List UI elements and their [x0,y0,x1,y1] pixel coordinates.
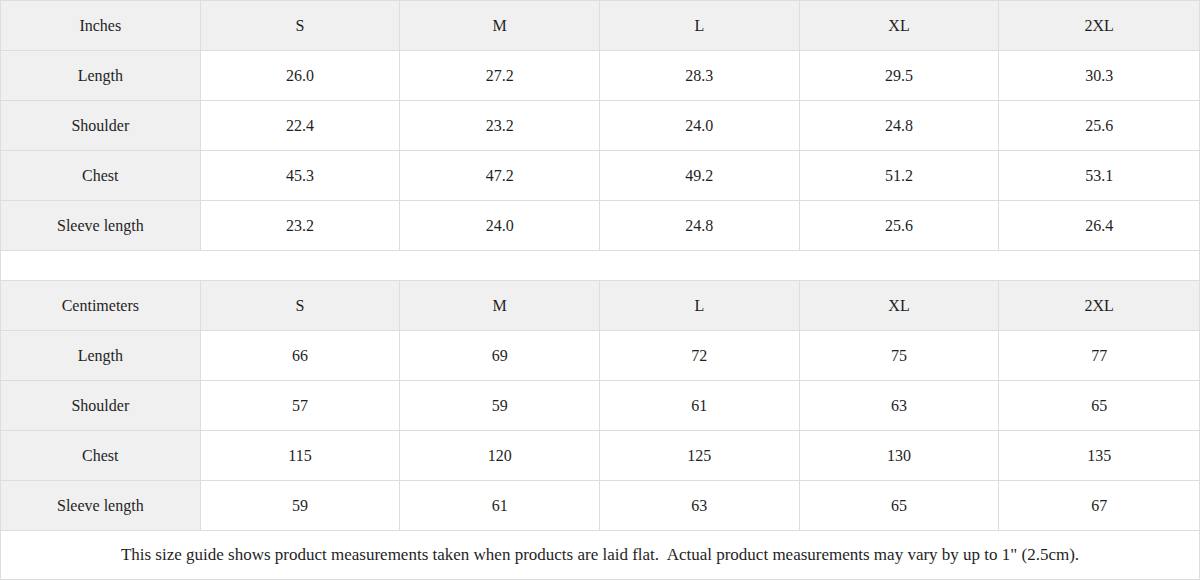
inches-size-table: InchesSMLXL2XL Length26.027.228.329.530.3… [1,1,1199,251]
measurement-value-cell: 66 [201,331,401,381]
measurement-value-cell: 120 [400,431,600,481]
size-column-header-cell: S [201,281,401,331]
measurement-value-cell: 25.6 [999,101,1199,151]
measurement-value-cell: 49.2 [600,151,800,201]
measurement-value-cell: 53.1 [999,151,1199,201]
measurement-value-cell: 29.5 [800,51,1000,101]
measurement-value-cell: 26.4 [999,201,1199,251]
measurement-label-cell: Shoulder [1,101,201,151]
size-column-header-cell: XL [800,1,1000,51]
size-column-header-cell: 2XL [999,1,1199,51]
measurement-value-cell: 67 [999,481,1199,531]
measurement-value-cell: 59 [201,481,401,531]
measurement-label-cell: Sleeve length [1,201,201,251]
measurement-value-cell: 63 [600,481,800,531]
measurement-value-cell: 63 [800,381,1000,431]
measurement-value-cell: 69 [400,331,600,381]
measurement-value-cell: 65 [999,381,1199,431]
measurement-value-cell: 135 [999,431,1199,481]
measurement-label-cell: Chest [1,151,201,201]
size-column-header-cell: M [400,1,600,51]
measurement-value-cell: 24.0 [600,101,800,151]
table-gap-spacer [1,251,1199,281]
measurement-value-cell: 30.3 [999,51,1199,101]
measurement-value-cell: 77 [999,331,1199,381]
measurement-value-cell: 72 [600,331,800,381]
size-column-header-cell: 2XL [999,281,1199,331]
measurement-value-cell: 24.8 [600,201,800,251]
measurement-value-cell: 47.2 [400,151,600,201]
measurement-value-cell: 26.0 [201,51,401,101]
measurement-value-cell: 27.2 [400,51,600,101]
measurement-label-cell: Length [1,331,201,381]
measurement-label-cell: Length [1,51,201,101]
measurement-value-cell: 23.2 [400,101,600,151]
measurement-value-cell: 65 [800,481,1000,531]
size-column-header-cell: M [400,281,600,331]
size-column-header-cell: S [201,1,401,51]
size-column-header-cell: L [600,1,800,51]
measurement-value-cell: 61 [600,381,800,431]
size-guide: InchesSMLXL2XLLength26.027.228.329.530.3… [0,0,1200,580]
measurement-value-cell: 130 [800,431,1000,481]
measurement-value-cell: 28.3 [600,51,800,101]
measurement-label-cell: Sleeve length [1,481,201,531]
measurement-value-cell: 115 [201,431,401,481]
measurement-label-cell: Shoulder [1,381,201,431]
size-column-header-cell: L [600,281,800,331]
measurement-value-cell: 57 [201,381,401,431]
unit-header-cell: Inches [1,1,201,51]
measurement-value-cell: 45.3 [201,151,401,201]
measurement-value-cell: 61 [400,481,600,531]
size-column-header-cell: XL [800,281,1000,331]
centimeters-size-table: CentimetersSMLXL2XL Length6669727577 Shoul… [1,281,1199,531]
measurement-value-cell: 22.4 [201,101,401,151]
measurement-value-cell: 24.0 [400,201,600,251]
measurement-value-cell: 51.2 [800,151,1000,201]
measurement-value-cell: 24.8 [800,101,1000,151]
measurement-value-cell: 59 [400,381,600,431]
measurement-label-cell: Chest [1,431,201,481]
measurement-value-cell: 125 [600,431,800,481]
measurement-value-cell: 75 [800,331,1000,381]
measurement-value-cell: 23.2 [201,201,401,251]
measurement-value-cell: 25.6 [800,201,1000,251]
unit-header-cell: Centimeters [1,281,201,331]
size-guide-disclaimer: This size guide shows product measuremen… [1,531,1199,579]
